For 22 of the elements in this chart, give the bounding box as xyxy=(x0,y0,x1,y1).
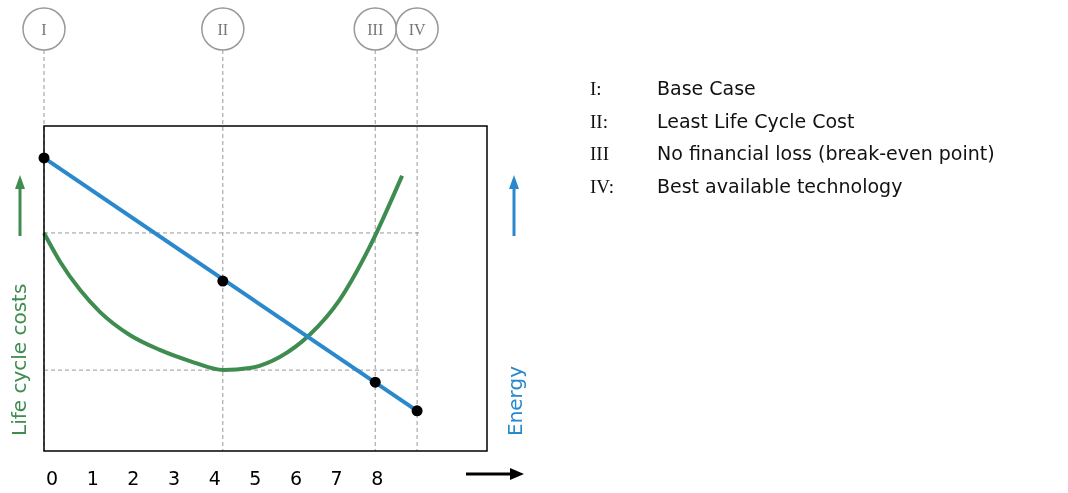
text: IV: Best available technology xyxy=(590,174,903,197)
x-tick-label: 2 xyxy=(127,467,140,489)
y-axis-title: Life cycle costs xyxy=(7,283,31,436)
point xyxy=(369,376,381,388)
ref-line-label: IV xyxy=(408,21,426,38)
x-tick-label: 4 xyxy=(208,467,221,489)
x-tick-label: 0 xyxy=(46,467,59,489)
x-tick-label: 1 xyxy=(86,467,99,489)
text: III No financial loss (break-even point) xyxy=(590,142,995,164)
x-tick-label: 7 xyxy=(330,467,343,489)
point xyxy=(411,405,423,417)
text: II: Least Life Cycle Cost xyxy=(590,109,855,132)
x-tick-label: 8 xyxy=(371,467,384,489)
ref-line-label: III xyxy=(367,21,384,38)
ref-line-label: I xyxy=(41,21,47,38)
ref-line-label: II xyxy=(217,21,229,38)
text: I: Base Case xyxy=(590,77,756,99)
x-tick-label: 3 xyxy=(168,467,181,489)
x-tick-label: 5 xyxy=(249,467,262,489)
point xyxy=(217,275,229,287)
x-tick-label: 6 xyxy=(289,467,303,489)
y2-axis-title: Energy xyxy=(503,365,527,436)
